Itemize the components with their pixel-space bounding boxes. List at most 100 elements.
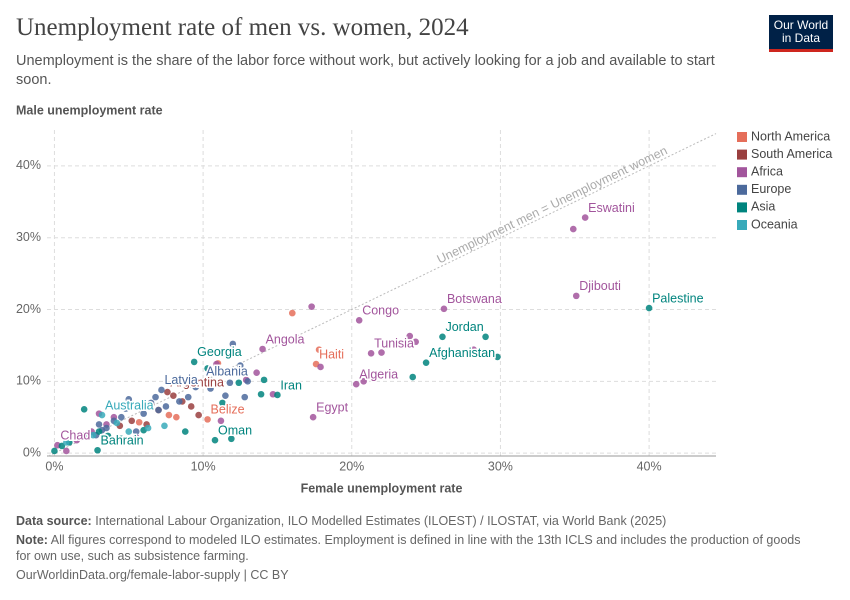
- point[interactable]: [140, 410, 147, 417]
- point[interactable]: [211, 436, 219, 444]
- legend-label[interactable]: Oceania: [751, 217, 798, 231]
- logo[interactable]: Our World in Data: [769, 15, 833, 52]
- legend-swatch[interactable]: [737, 220, 747, 230]
- point[interactable]: [94, 446, 101, 454]
- legend-swatch[interactable]: [737, 202, 747, 213]
- legend-label[interactable]: South America: [751, 147, 832, 161]
- point[interactable]: [219, 399, 226, 407]
- point[interactable]: [213, 360, 220, 368]
- point[interactable]: [170, 392, 177, 399]
- point[interactable]: [253, 369, 260, 377]
- point[interactable]: [58, 442, 66, 450]
- point[interactable]: [235, 379, 243, 387]
- legend-swatch[interactable]: [737, 132, 747, 142]
- point[interactable]: [207, 385, 214, 392]
- point[interactable]: [155, 406, 162, 414]
- legend-label[interactable]: North America: [751, 129, 830, 143]
- point[interactable]: [128, 417, 136, 425]
- point[interactable]: [204, 365, 211, 372]
- point[interactable]: [162, 403, 170, 410]
- point[interactable]: [152, 393, 159, 401]
- point[interactable]: [482, 333, 489, 341]
- point[interactable]: [241, 393, 249, 401]
- point[interactable]: [125, 428, 133, 435]
- point[interactable]: [308, 303, 315, 310]
- point[interactable]: [98, 411, 106, 419]
- point[interactable]: [229, 340, 237, 348]
- point[interactable]: [132, 428, 140, 435]
- point[interactable]: [494, 353, 501, 361]
- point[interactable]: [113, 419, 121, 427]
- point[interactable]: [274, 391, 281, 399]
- point[interactable]: [122, 405, 130, 412]
- point[interactable]: [132, 434, 140, 441]
- point[interactable]: [164, 388, 171, 396]
- point[interactable]: [104, 432, 112, 440]
- point[interactable]: [581, 214, 589, 221]
- point[interactable]: [184, 393, 192, 401]
- point[interactable]: [409, 373, 417, 381]
- point[interactable]: [118, 413, 125, 421]
- point[interactable]: [173, 413, 180, 421]
- point[interactable]: [315, 346, 323, 354]
- point[interactable]: [51, 447, 58, 455]
- point[interactable]: [95, 421, 103, 428]
- legend-swatch[interactable]: [737, 149, 747, 160]
- point[interactable]: [135, 418, 143, 426]
- point[interactable]: [645, 304, 653, 312]
- point[interactable]: [440, 305, 448, 313]
- point[interactable]: [259, 345, 266, 353]
- point[interactable]: [406, 332, 414, 340]
- point[interactable]: [257, 390, 265, 398]
- point[interactable]: [572, 292, 580, 300]
- point[interactable]: [118, 435, 125, 443]
- legend-swatch[interactable]: [737, 184, 747, 195]
- point[interactable]: [63, 439, 70, 446]
- point[interactable]: [204, 416, 211, 423]
- point[interactable]: [412, 338, 419, 346]
- point[interactable]: [195, 411, 202, 419]
- point[interactable]: [236, 362, 244, 369]
- point[interactable]: [63, 447, 70, 455]
- point[interactable]: [147, 399, 155, 407]
- point[interactable]: [228, 435, 235, 443]
- legend-label[interactable]: Europe: [751, 182, 791, 196]
- point[interactable]: [352, 380, 360, 388]
- point[interactable]: [309, 413, 317, 421]
- point[interactable]: [569, 225, 577, 233]
- point[interactable]: [161, 422, 168, 430]
- point[interactable]: [317, 363, 324, 371]
- point[interactable]: [192, 383, 199, 391]
- point[interactable]: [144, 424, 152, 432]
- point[interactable]: [125, 395, 133, 403]
- point[interactable]: [470, 346, 477, 354]
- point[interactable]: [165, 411, 173, 419]
- point[interactable]: [73, 436, 81, 444]
- point[interactable]: [360, 378, 367, 385]
- point[interactable]: [80, 406, 88, 413]
- point[interactable]: [260, 376, 268, 384]
- point[interactable]: [83, 434, 91, 441]
- point[interactable]: [217, 417, 225, 425]
- point[interactable]: [367, 350, 375, 357]
- point[interactable]: [199, 378, 207, 385]
- point[interactable]: [158, 386, 165, 394]
- point[interactable]: [289, 309, 296, 317]
- point[interactable]: [226, 379, 234, 387]
- url[interactable]: OurWorldinData.org/female-labor-supply |…: [16, 568, 289, 582]
- point[interactable]: [190, 358, 198, 366]
- legend-label[interactable]: Asia: [751, 200, 775, 214]
- point[interactable]: [176, 398, 183, 405]
- legend-swatch[interactable]: [737, 167, 747, 178]
- legend-label[interactable]: Africa: [751, 164, 783, 178]
- point[interactable]: [187, 403, 195, 410]
- point[interactable]: [181, 428, 189, 435]
- point[interactable]: [355, 316, 363, 324]
- point[interactable]: [378, 349, 385, 356]
- point[interactable]: [422, 359, 430, 366]
- point[interactable]: [222, 392, 229, 399]
- point[interactable]: [95, 428, 103, 435]
- point[interactable]: [89, 431, 97, 439]
- point[interactable]: [244, 378, 251, 385]
- point[interactable]: [439, 333, 446, 341]
